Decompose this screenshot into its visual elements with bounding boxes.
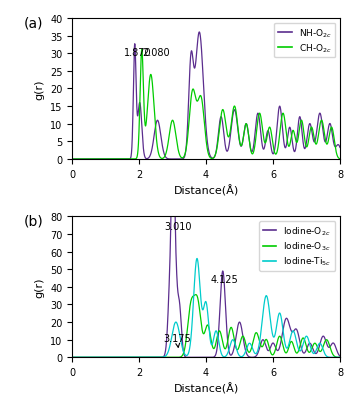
X-axis label: Distance(Å): Distance(Å) [173, 185, 239, 196]
Legend: NH-O$_{2c}$, CH-O$_{2c}$: NH-O$_{2c}$, CH-O$_{2c}$ [275, 23, 335, 58]
Text: (b): (b) [24, 214, 44, 228]
Legend: Iodine-O$_{2c}$, Iodine-O$_{3c}$, Iodine-Ti$_{5c}$: Iodine-O$_{2c}$, Iodine-O$_{3c}$, Iodine… [259, 221, 335, 271]
Text: 4.125: 4.125 [211, 274, 239, 284]
Text: (a): (a) [24, 16, 43, 30]
Text: 3.010: 3.010 [164, 221, 192, 231]
Text: 3.175: 3.175 [163, 334, 191, 347]
Y-axis label: g(r): g(r) [34, 277, 44, 297]
X-axis label: Distance(Å): Distance(Å) [173, 383, 239, 394]
Text: 2.080: 2.080 [142, 48, 170, 58]
Y-axis label: g(r): g(r) [34, 79, 44, 99]
Text: 1.870: 1.870 [124, 48, 152, 58]
